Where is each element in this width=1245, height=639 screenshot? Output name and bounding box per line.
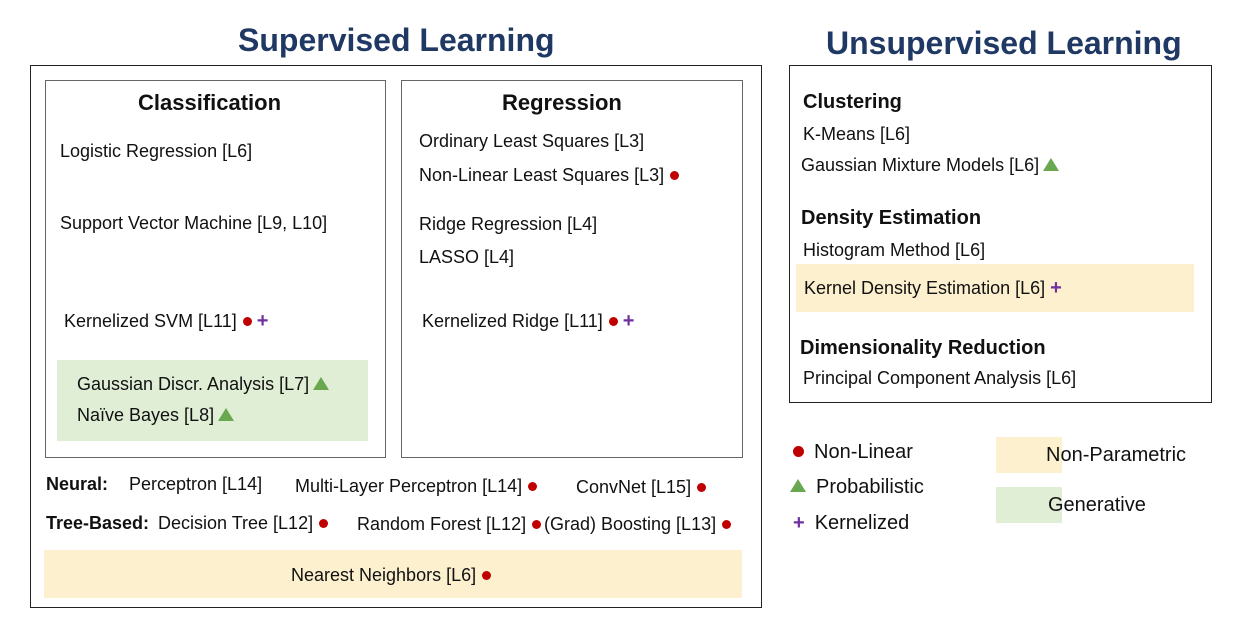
- legend-nonlinear: Non-Linear: [793, 441, 913, 464]
- decision-tree-row: Decision Tree [L12]: [158, 513, 329, 534]
- nonparametric-region: [44, 550, 742, 598]
- naive-bayes-row: Naïve Bayes [L8]: [77, 405, 235, 426]
- kernelized-marker-icon: +: [622, 310, 635, 333]
- kernelized-svm-row: Kernelized SVM [L11] +: [64, 311, 268, 332]
- nonlinear-marker-icon: [319, 518, 329, 528]
- legend-probabilistic-label: Probabilistic: [816, 476, 924, 498]
- k-means: K-Means [L6]: [803, 124, 911, 144]
- kernelized-marker-icon: +: [793, 511, 805, 534]
- grad-boosting: (Grad) Boosting [L13]: [544, 514, 717, 534]
- kde-row: Kernel Density Estimation [L6] +: [804, 278, 1062, 299]
- nls-row: Non-Linear Least Squares [L3]: [419, 165, 680, 186]
- kernelized-ridge-row: Kernelized Ridge [L11] +: [422, 311, 634, 332]
- gaussian-mixture-models: Gaussian Mixture Models [L6]: [801, 155, 1040, 175]
- unsupervised-panel: [789, 65, 1212, 403]
- nonlinear-marker-icon: [482, 570, 492, 580]
- tree-based-label: Tree-Based:: [46, 513, 150, 533]
- kernelized-marker-icon: +: [1050, 277, 1062, 300]
- convnet-row: ConvNet [L15]: [576, 477, 707, 498]
- classification-panel: [45, 80, 386, 458]
- generative-region: [57, 360, 368, 441]
- probabilistic-marker-icon: [218, 407, 235, 421]
- nonparametric-region: [796, 264, 1194, 312]
- convnet: ConvNet [L15]: [576, 477, 692, 497]
- kernel-density-estimation: Kernel Density Estimation [L6]: [804, 278, 1046, 298]
- gda-row: Gaussian Discr. Analysis [L7]: [77, 374, 330, 395]
- legend-generative-swatch: [996, 487, 1062, 523]
- gmm-row: Gaussian Mixture Models [L6]: [801, 155, 1060, 176]
- clustering-title: Clustering: [803, 91, 902, 113]
- legend-generative-label: Generative: [1048, 494, 1146, 516]
- probabilistic-marker-icon: [313, 376, 330, 390]
- kernelized-svm: Kernelized SVM [L11]: [64, 311, 237, 331]
- legend-kernelized-label: Kernelized: [814, 512, 910, 534]
- nonlinear-marker-icon: [532, 519, 542, 529]
- nonlinear-marker-icon: [608, 316, 618, 326]
- probabilistic-marker-icon: [1043, 157, 1060, 171]
- mlp-row: Multi-Layer Perceptron [L14]: [295, 476, 538, 497]
- principal-component-analysis: Principal Component Analysis [L6]: [803, 368, 1077, 388]
- nonlinear-marker-icon: [528, 481, 538, 491]
- decision-tree: Decision Tree [L12]: [158, 513, 314, 533]
- logistic-regression: Logistic Regression [L6]: [60, 141, 253, 161]
- multi-layer-perceptron: Multi-Layer Perceptron [L14]: [295, 476, 523, 496]
- legend-nonparametric-label: Non-Parametric: [1046, 444, 1187, 466]
- nearest-neighbors: Nearest Neighbors [L6]: [291, 565, 477, 585]
- nearest-neighbors-row: Nearest Neighbors [L6]: [291, 565, 492, 586]
- naive-bayes: Naïve Bayes [L8]: [77, 405, 215, 425]
- classification-title: Classification: [138, 90, 282, 115]
- ridge-regression: Ridge Regression [L4]: [419, 214, 598, 234]
- legend-kernelized: + Kernelized: [793, 512, 909, 535]
- regression-title: Regression: [502, 90, 622, 115]
- density-estimation-title: Density Estimation: [801, 207, 982, 229]
- legend-nonlinear-label: Non-Linear: [814, 441, 913, 463]
- nonlinear-marker-icon: [722, 519, 732, 529]
- unsupervised-title: Unsupervised Learning: [826, 25, 1182, 61]
- supervised-title: Supervised Learning: [238, 22, 555, 58]
- dimensionality-reduction-title: Dimensionality Reduction: [800, 337, 1046, 359]
- gaussian-discriminant-analysis: Gaussian Discr. Analysis [L7]: [77, 374, 310, 394]
- kernelized-ridge: Kernelized Ridge [L11]: [422, 311, 603, 331]
- neural-label: Neural:: [46, 474, 109, 494]
- non-linear-least-squares: Non-Linear Least Squares [L3]: [419, 165, 665, 185]
- perceptron: Perceptron [L14]: [129, 474, 263, 494]
- random-forest: Random Forest [L12]: [357, 514, 527, 534]
- random-forest-row: Random Forest [L12]: [357, 514, 542, 535]
- ordinary-least-squares: Ordinary Least Squares [L3]: [419, 131, 645, 151]
- probabilistic-marker-icon: [790, 479, 806, 493]
- support-vector-machine: Support Vector Machine [L9, L10]: [60, 213, 328, 233]
- nonlinear-marker-icon: [242, 316, 252, 326]
- nonlinear-marker-icon: [670, 170, 680, 180]
- lasso: LASSO [L4]: [419, 247, 515, 267]
- nonlinear-marker-icon: [697, 482, 707, 492]
- legend-probabilistic: Probabilistic: [790, 476, 924, 499]
- nonlinear-marker-icon: [793, 446, 804, 458]
- histogram-method: Histogram Method [L6]: [803, 240, 986, 260]
- kernelized-marker-icon: +: [256, 310, 269, 333]
- supervised-panel: [30, 65, 762, 608]
- legend-nonparametric-swatch: [996, 437, 1062, 473]
- regression-panel: [401, 80, 743, 458]
- boosting-row: (Grad) Boosting [L13]: [544, 514, 732, 535]
